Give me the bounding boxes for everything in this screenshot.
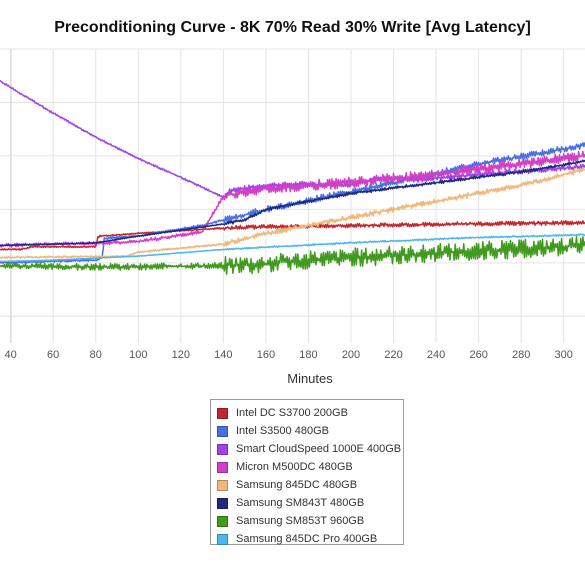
series-line-2 xyxy=(0,79,585,200)
x-axis-label: Minutes xyxy=(287,371,333,386)
series-line-1 xyxy=(0,142,585,265)
legend-item[interactable]: Samsung 845DC Pro 400GB xyxy=(211,530,403,548)
legend-swatch xyxy=(217,425,228,437)
legend-item[interactable]: Smart CloudSpeed 1000E 400GB xyxy=(211,440,403,458)
legend-label: Intel S3500 480GB xyxy=(236,425,329,437)
legend-label: Samsung SM843T 480GB xyxy=(236,497,365,509)
series-line-3 xyxy=(0,150,585,248)
x-tick-label-160: 160 xyxy=(257,349,275,361)
legend-item[interactable]: Samsung 845DC 480GB xyxy=(211,476,403,494)
x-tick-label-220: 220 xyxy=(384,349,402,361)
x-axis-tick-labels: 40 60 80 100 120 140 160 180 200 220 240 260 280 300 xyxy=(5,349,573,361)
series-lines xyxy=(0,79,585,275)
legend-item[interactable]: Samsung SM853T 960GB xyxy=(211,512,403,530)
legend-label: Intel DC S3700 200GB xyxy=(236,407,348,419)
legend-label: Smart CloudSpeed 1000E 400GB xyxy=(236,443,402,455)
legend-item[interactable]: Micron M500DC 480GB xyxy=(211,458,403,476)
x-tick-label-280: 280 xyxy=(512,349,530,361)
series-line-6 xyxy=(0,236,585,275)
legend-swatch xyxy=(217,461,228,473)
legend-swatch xyxy=(217,533,228,545)
legend-label: Samsung 845DC Pro 400GB xyxy=(236,533,378,545)
x-tick-label-140: 140 xyxy=(214,349,232,361)
legend-item[interactable]: Samsung SM843T 480GB xyxy=(211,494,403,512)
x-tick-label-300: 300 xyxy=(555,349,573,361)
x-tick-label-40: 40 xyxy=(5,349,17,361)
legend-swatch xyxy=(217,497,228,509)
legend: Intel DC S3700 200GB Intel S3500 480GB Sma… xyxy=(210,399,404,545)
x-tick-label-120: 120 xyxy=(172,349,190,361)
series-line-4 xyxy=(0,166,585,259)
legend-item[interactable]: Intel S3500 480GB xyxy=(211,422,403,440)
legend-swatch xyxy=(217,515,228,527)
legend-label: Samsung 845DC 480GB xyxy=(236,479,358,491)
x-tick-label-80: 80 xyxy=(90,349,102,361)
legend-label: Samsung SM853T 960GB xyxy=(236,515,365,527)
chart-title: Preconditioning Curve - 8K 70% Read 30% … xyxy=(54,19,531,36)
x-tick-label-180: 180 xyxy=(299,349,317,361)
x-tick-label-240: 240 xyxy=(427,349,445,361)
gridlines xyxy=(0,48,585,343)
legend-swatch xyxy=(217,407,228,419)
x-tick-label-60: 60 xyxy=(47,349,59,361)
x-tick-label-100: 100 xyxy=(129,349,147,361)
legend-label: Micron M500DC 480GB xyxy=(236,461,353,473)
x-tick-label-260: 260 xyxy=(469,349,487,361)
legend-item[interactable]: Intel DC S3700 200GB xyxy=(211,404,403,422)
legend-swatch xyxy=(217,479,228,491)
series-line-5 xyxy=(0,159,585,247)
legend-swatch xyxy=(217,443,228,455)
x-tick-label-200: 200 xyxy=(342,349,360,361)
series-line-7 xyxy=(0,233,585,263)
